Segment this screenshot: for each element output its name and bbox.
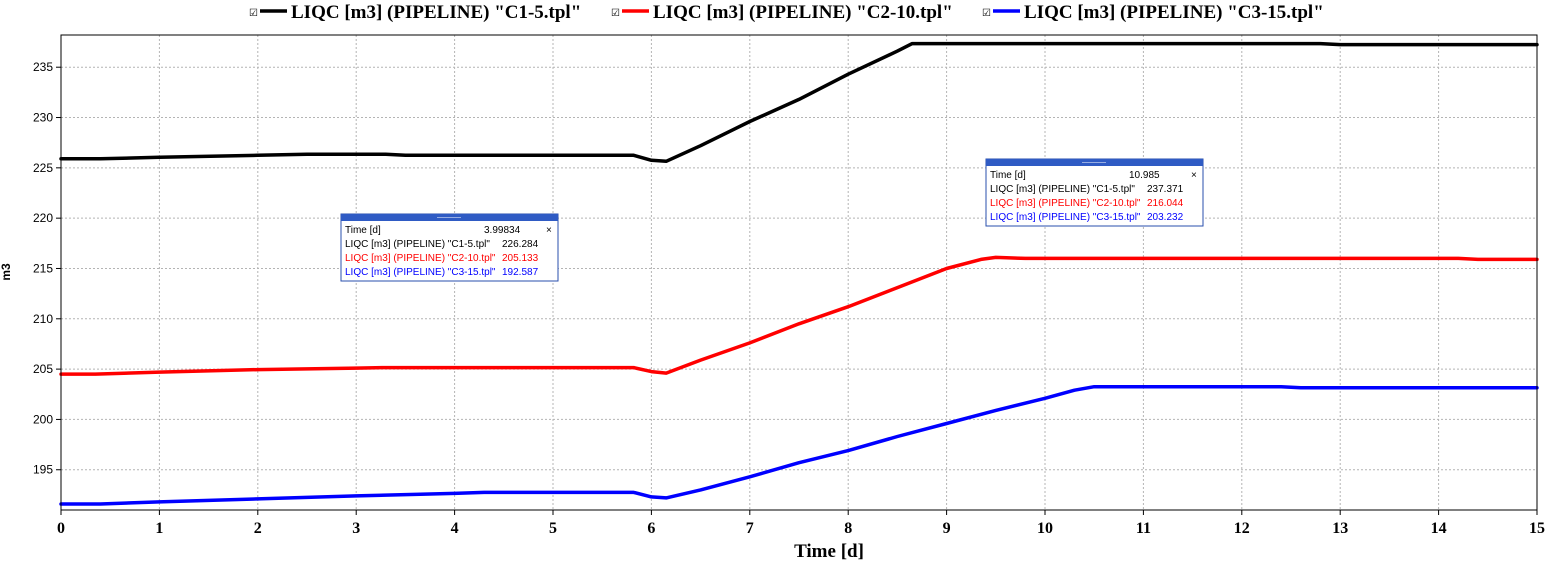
legend-item-2: ☑ LIQC [m3] (PIPELINE) "C2-10.tpl" (611, 2, 953, 23)
x-tick-label: 1 (155, 520, 163, 537)
tooltip-layer: Time [d] 3.99834 × LIQC [m3] (PIPELINE) "C1… (340, 158, 1204, 282)
x-tick-label: 13 (1332, 520, 1348, 537)
x-tick-label: 5 (549, 520, 557, 537)
tooltip-row-label: LIQC [m3] (PIPELINE) "C2-10.tpl" (345, 253, 496, 264)
y-tick-label: 215 (33, 261, 53, 275)
x-tick-label: 8 (844, 520, 852, 537)
tooltip-row-value: 216.044 (1147, 198, 1184, 209)
legend-label: LIQC [m3] (PIPELINE) "C1-5.tpl" (291, 2, 581, 23)
series-line-1 (59, 41, 1539, 164)
tooltip-time-label: Time [d] (990, 170, 1026, 181)
tooltip-row-value: 237.371 (1147, 184, 1184, 195)
y-tick-label: 195 (33, 463, 53, 477)
tooltip-row-value: 203.232 (1147, 212, 1184, 223)
tooltip-body (985, 158, 1204, 227)
x-tick-label: 6 (647, 520, 655, 537)
legend-item-3: ☑ LIQC [m3] (PIPELINE) "C3-15.tpl" (982, 2, 1324, 23)
x-tick-label: 12 (1234, 520, 1250, 537)
tooltip-time-value: 3.99834 (484, 225, 521, 236)
y-tick-label: 210 (33, 312, 53, 326)
grid (61, 35, 1538, 510)
legend-label: LIQC [m3] (PIPELINE) "C3-15.tpl" (1024, 2, 1324, 23)
y-axis-title: m3 (0, 263, 13, 281)
tooltip-row-label: LIQC [m3] (PIPELINE) "C3-15.tpl" (345, 267, 496, 278)
y-tick-label: 200 (33, 412, 53, 426)
x-tick-label: 11 (1136, 520, 1151, 537)
close-icon[interactable]: × (546, 225, 552, 236)
plot-frame (60, 34, 1538, 511)
tooltip-time-value: 10.985 (1129, 170, 1160, 181)
tooltip-row-label: LIQC [m3] (PIPELINE) "C3-15.tpl" (990, 212, 1141, 223)
checkbox-icon: ☑ (611, 8, 620, 19)
y-tick-label: 220 (33, 211, 53, 225)
checkbox-icon: ☑ (982, 8, 991, 19)
x-tick-label: 10 (1037, 520, 1053, 537)
tooltip-row-value: 226.284 (502, 239, 539, 250)
tooltip-row-value: 192.587 (502, 267, 539, 278)
legend-label: LIQC [m3] (PIPELINE) "C2-10.tpl" (653, 2, 953, 23)
tooltip-row-label: LIQC [m3] (PIPELINE) "C1-5.tpl" (990, 184, 1135, 195)
axes: 0 1 2 3 4 5 6 7 8 9 10 11 12 13 14 15195200205210215220… (0, 34, 1545, 562)
y-tick-label: 205 (33, 362, 53, 376)
tooltip-panel-2: Time [d] 10.985 × LIQC [m3] (PIPELINE) "C1-… (985, 158, 1204, 227)
x-tick-label: 0 (57, 520, 65, 537)
x-tick-label: 14 (1431, 520, 1447, 537)
x-tick-label: 7 (746, 520, 754, 537)
series-line-2 (59, 255, 1539, 376)
y-tick-label: 230 (33, 111, 53, 125)
x-tick-label: 9 (943, 520, 951, 537)
x-tick-label: 3 (352, 520, 360, 537)
tooltip-time-label: Time [d] (345, 225, 381, 236)
series-line-3 (59, 384, 1539, 506)
legend: ☑ LIQC [m3] (PIPELINE) "C1-5.tpl" ☑ LIQC [m… (249, 2, 1324, 23)
tooltip-body (340, 213, 559, 282)
tooltip-row-label: LIQC [m3] (PIPELINE) "C1-5.tpl" (345, 239, 490, 250)
tooltip-row-value: 205.133 (502, 253, 539, 264)
y-tick-label: 235 (33, 60, 53, 74)
close-icon[interactable]: × (1191, 170, 1197, 181)
x-tick-label: 4 (451, 520, 459, 537)
x-axis-title: Time [d] (794, 541, 864, 562)
series-layer (59, 41, 1539, 506)
tooltip-panel-1: Time [d] 3.99834 × LIQC [m3] (PIPELINE) "C1… (340, 213, 559, 282)
x-tick-label: 2 (254, 520, 262, 537)
y-tick-label: 225 (33, 161, 53, 175)
tooltip-row-label: LIQC [m3] (PIPELINE) "C2-10.tpl" (990, 198, 1141, 209)
checkbox-icon: ☑ (249, 8, 258, 19)
legend-item-1: ☑ LIQC [m3] (PIPELINE) "C1-5.tpl" (249, 2, 581, 23)
x-tick-label: 15 (1529, 520, 1545, 537)
